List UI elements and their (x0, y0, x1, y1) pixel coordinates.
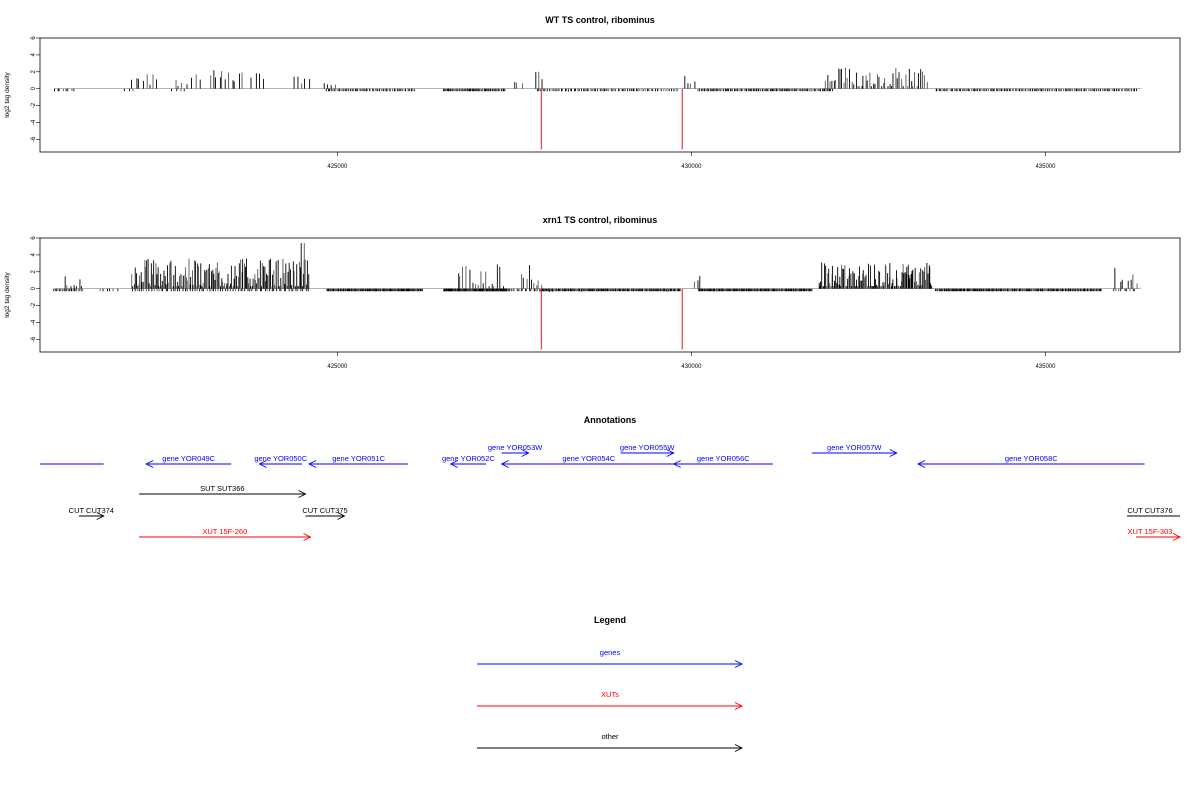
x-tick-label: 425000 (327, 364, 348, 370)
y-tick-label: -6 (31, 336, 37, 342)
x-tick-label: 435000 (1035, 164, 1056, 170)
xrn1-track-panel: xrn1 TS control, ribominus -6 -4 -2 0 2 4 6 log2… (4, 215, 1181, 370)
feature-label: CUT CUT376 (1127, 506, 1172, 515)
feature-label: gene YOR056C (697, 454, 750, 463)
legend-panel: Legend genes XUTs other (477, 615, 744, 752)
feature-arrowhead (521, 449, 530, 457)
y-tick-label: -4 (31, 319, 37, 325)
y-tick-label: -4 (31, 119, 37, 125)
feature-label: CUT CUT374 (69, 506, 114, 515)
feature-arrowhead (666, 449, 675, 457)
y-tick-label: 4 (31, 53, 37, 57)
y-tick-label: 4 (31, 253, 37, 257)
x-tick-label: 435000 (1035, 364, 1056, 370)
feature-arrowhead (258, 460, 267, 468)
y-tick-label: 0 (31, 86, 37, 90)
feature-arrowhead (145, 460, 154, 468)
y-tick-label: 6 (31, 36, 37, 40)
y-axis-label: log2 tag density (4, 271, 11, 317)
feature-arrowhead (337, 512, 346, 520)
y-tick-label: 2 (31, 69, 37, 73)
plot-frame (39, 37, 1181, 153)
legend-item-label: XUTs (601, 690, 619, 699)
feature-arrowhead (672, 460, 681, 468)
feature-label: gene YOR052C (442, 454, 495, 463)
feature-arrowhead (917, 460, 926, 468)
feature-label: gene YOR055W (620, 443, 675, 452)
legend-item-label: other (601, 732, 619, 741)
legend-item-arrowhead (734, 660, 744, 668)
feature-label: SUT SUT366 (200, 484, 244, 493)
legend-title: Legend (594, 615, 626, 625)
legend-item-arrowhead (734, 702, 744, 710)
annotations-panel: Annotations gene YOR049C gene YOR050C gene … (40, 415, 1182, 541)
x-tick-label: 430000 (681, 364, 702, 370)
feature-label: XUT 15F-260 (202, 527, 247, 536)
feature-label: gene YOR057W (827, 443, 882, 452)
y-tick-label: -2 (31, 302, 37, 308)
wt-track-panel: WT TS control, ribominus -6 -4 -2 0 2 4 6 log2 t… (4, 15, 1181, 170)
feature-label: gene YOR058C (1005, 454, 1058, 463)
feature-arrowhead (500, 460, 509, 468)
legend-item-arrowhead (734, 744, 744, 752)
feature-label: gene YOR051C (332, 454, 385, 463)
y-tick-label: 0 (31, 286, 37, 290)
y-tick-label: 6 (31, 236, 37, 240)
x-tick-label: 425000 (327, 164, 348, 170)
feature-arrowhead (96, 512, 105, 520)
annotations-title: Annotations (584, 415, 637, 425)
feature-arrowhead (303, 533, 312, 541)
feature-arrowhead (449, 460, 458, 468)
y-axis-label: log2 tag density (4, 71, 11, 117)
feature-arrowhead (298, 490, 307, 498)
feature-label: gene YOR049C (162, 454, 215, 463)
legend-item-label: genes (600, 648, 621, 657)
feature-label: gene YOR050C (254, 454, 307, 463)
feature-label: XUT 15F-303 (1128, 527, 1173, 536)
x-tick-label: 430000 (681, 164, 702, 170)
feature-label: CUT CUT375 (302, 506, 347, 515)
feature-arrowhead (889, 449, 898, 457)
feature-label: gene YOR053W (488, 443, 543, 452)
y-tick-label: 2 (31, 269, 37, 273)
plot-frame (39, 237, 1181, 353)
feature-arrowhead (1172, 533, 1182, 541)
chart-title: WT TS control, ribominus (545, 15, 655, 25)
y-tick-label: -2 (31, 102, 37, 108)
feature-label: gene YOR054C (562, 454, 615, 463)
feature-arrowhead (308, 460, 317, 468)
chart-title: xrn1 TS control, ribominus (543, 215, 658, 225)
y-tick-label: -6 (31, 136, 37, 142)
